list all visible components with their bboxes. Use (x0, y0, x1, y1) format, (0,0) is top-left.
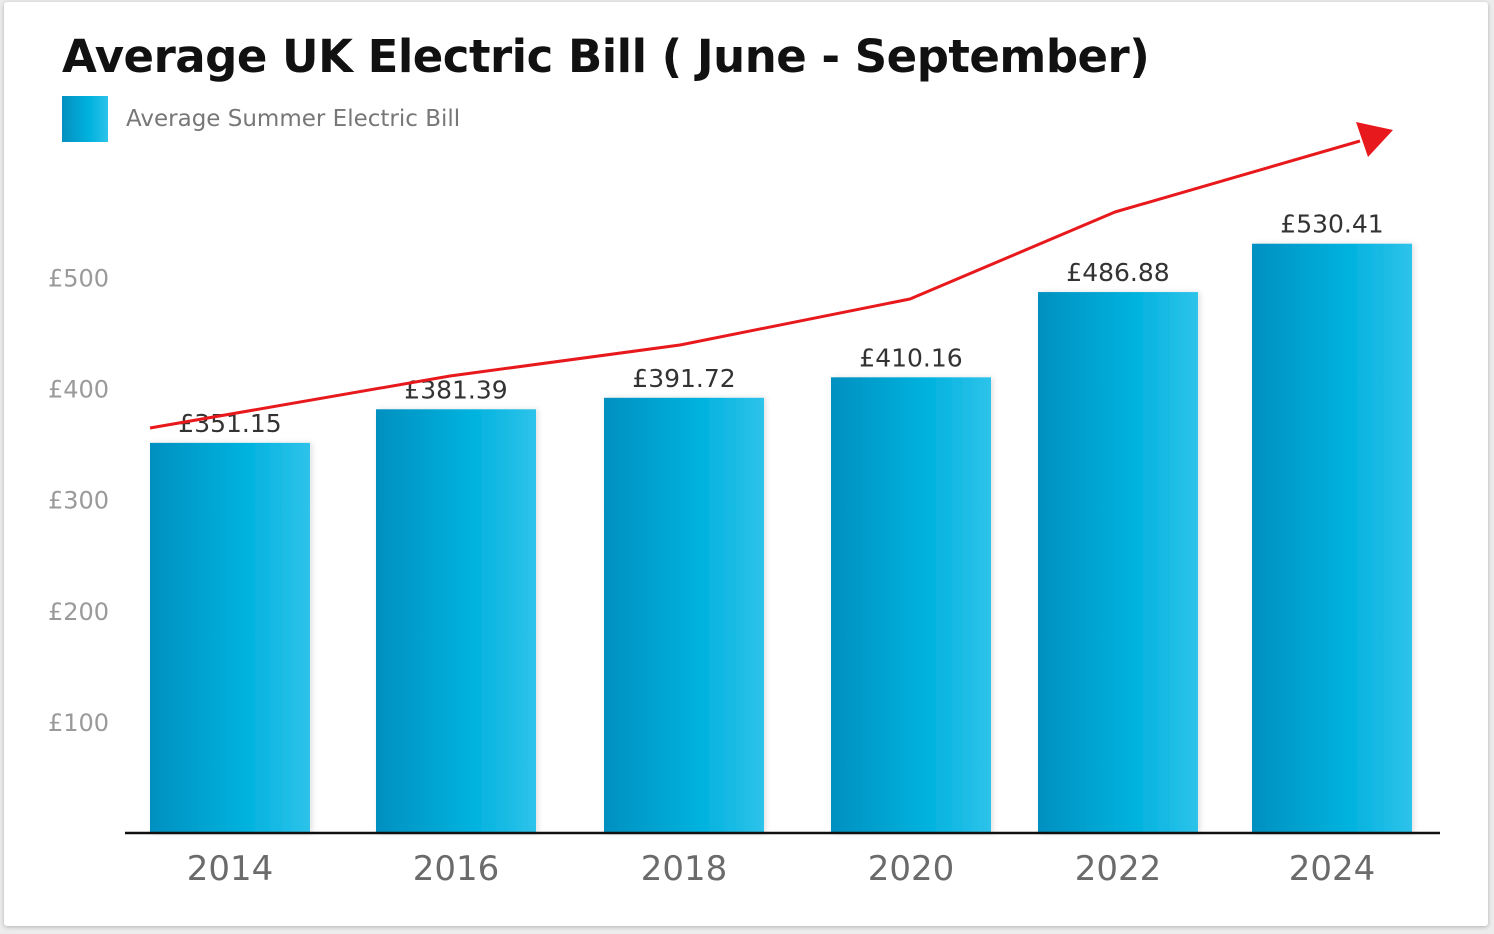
data-label: £486.88 (1066, 258, 1169, 287)
x-tick-label: 2018 (641, 849, 728, 889)
trend-arrowhead (1356, 122, 1393, 157)
bar (604, 397, 764, 833)
y-tick-label: £200 (48, 598, 109, 626)
x-tick-label: 2016 (413, 849, 500, 889)
x-tick-label: 2020 (868, 849, 955, 889)
data-label: £381.39 (404, 375, 507, 404)
bar (150, 442, 310, 833)
trend-arrow (149, 122, 1393, 430)
x-tick-label: 2024 (1289, 849, 1376, 889)
bar (1252, 243, 1412, 834)
legend: Average Summer Electric Bill (62, 96, 460, 142)
legend-swatch (62, 96, 108, 142)
chart-title: Average UK Electric Bill ( June - Septem… (62, 30, 1150, 83)
trend-line (149, 139, 1361, 430)
bar (1038, 292, 1198, 834)
bars (150, 243, 1412, 834)
data-label: £530.41 (1280, 210, 1383, 239)
y-tick-label: £400 (48, 376, 109, 404)
x-axis: 2014 2016 2018 2020 2022 2024 (187, 849, 1376, 889)
x-tick-label: 2022 (1075, 849, 1162, 889)
y-tick-label: £500 (48, 265, 109, 293)
legend-label: Average Summer Electric Bill (126, 106, 461, 132)
y-tick-label: £100 (48, 709, 109, 737)
data-label: £410.16 (859, 343, 962, 372)
data-label: £391.72 (632, 364, 735, 393)
bar (831, 377, 991, 833)
bar (376, 409, 536, 833)
y-tick-label: £300 (48, 487, 109, 515)
x-tick-label: 2014 (187, 849, 274, 889)
data-labels: £351.15£381.39 £391.72£410.16£486.88£530.… (178, 210, 1383, 438)
y-axis: £100 £200 £300 £400 £500 (48, 265, 109, 737)
